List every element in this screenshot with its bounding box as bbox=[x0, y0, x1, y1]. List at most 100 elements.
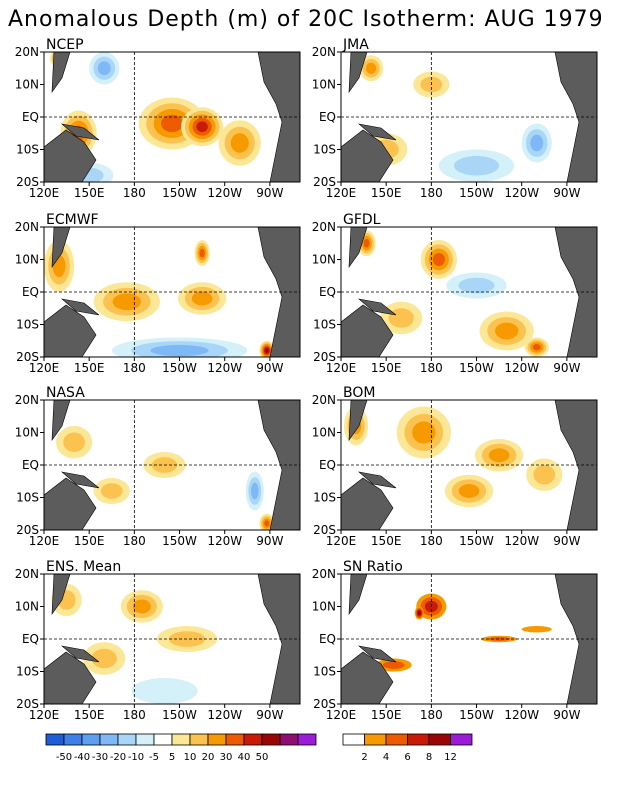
anomaly-contour bbox=[132, 599, 151, 614]
colorbar-tick-label: 12 bbox=[444, 752, 457, 763]
anomaly-contour bbox=[168, 631, 206, 647]
x-tick-label: 90W bbox=[256, 534, 283, 548]
colorbar-tick-label: 10 bbox=[184, 752, 197, 763]
y-tick-label: EQ bbox=[22, 458, 39, 472]
x-tick-label: 120W bbox=[504, 361, 539, 375]
y-tick-label: 20S bbox=[313, 175, 336, 189]
anomaly-contour bbox=[363, 238, 370, 248]
anomaly-field bbox=[341, 400, 597, 530]
colorbar-box bbox=[407, 733, 430, 746]
colorbar-box bbox=[189, 733, 209, 746]
x-tick-label: 150E bbox=[371, 534, 402, 548]
y-tick-label: EQ bbox=[319, 110, 336, 124]
colorbar-box bbox=[99, 733, 119, 746]
colorbar-box bbox=[225, 733, 245, 746]
anomaly-contour bbox=[112, 293, 142, 311]
colorbar-tick-label: -30 bbox=[92, 752, 108, 763]
anomaly-contour bbox=[265, 348, 269, 353]
colorbar-box bbox=[45, 733, 65, 746]
x-tick-label: 120E bbox=[29, 361, 60, 375]
y-tick-label: 20N bbox=[15, 567, 39, 581]
y-tick-label: EQ bbox=[319, 285, 336, 299]
colorbar-box bbox=[297, 733, 317, 746]
new-guinea-land bbox=[60, 298, 100, 316]
anomaly-contour bbox=[488, 448, 510, 463]
panel-title: NCEP bbox=[46, 37, 84, 53]
americas-land bbox=[554, 52, 597, 182]
colorbar-tick-label: -20 bbox=[110, 752, 126, 763]
anomaly-field bbox=[341, 574, 597, 704]
x-tick-label: 120E bbox=[29, 186, 60, 200]
colorbar-tick-label: 5 bbox=[169, 752, 175, 763]
y-tick-label: 20S bbox=[16, 350, 39, 364]
panel-title: SN Ratio bbox=[343, 559, 403, 575]
colorbar-box bbox=[342, 733, 365, 746]
x-tick-label: 120E bbox=[326, 186, 357, 200]
colorbar-tick-label: 30 bbox=[220, 752, 233, 763]
x-tick-label: 90W bbox=[256, 708, 283, 722]
x-tick-label: 150E bbox=[371, 186, 402, 200]
y-tick-label: 20S bbox=[16, 697, 39, 711]
anomaly-contour bbox=[532, 344, 541, 351]
new-guinea-land bbox=[357, 471, 397, 489]
americas-land bbox=[257, 227, 300, 357]
y-tick-label: 10N bbox=[312, 78, 336, 92]
americas-land bbox=[257, 52, 300, 182]
y-tick-label: 20S bbox=[313, 350, 336, 364]
anomaly-field bbox=[44, 400, 300, 530]
anomaly-contour bbox=[230, 133, 249, 153]
philippines-land bbox=[51, 52, 71, 94]
americas-land bbox=[554, 400, 597, 530]
anomaly-field bbox=[341, 227, 597, 357]
philippines-land bbox=[348, 574, 368, 616]
y-tick-label: 10N bbox=[15, 600, 39, 614]
x-tick-label: 150W bbox=[162, 534, 197, 548]
y-tick-label: 20S bbox=[313, 697, 336, 711]
colorbar-tick-label: 20 bbox=[202, 752, 215, 763]
x-tick-label: 120W bbox=[207, 708, 242, 722]
panel-title: GFDL bbox=[343, 212, 381, 228]
anomaly-contour bbox=[250, 482, 259, 500]
y-tick-label: 10N bbox=[312, 253, 336, 267]
australia-land bbox=[44, 651, 97, 704]
x-tick-label: 90W bbox=[553, 708, 580, 722]
australia-land bbox=[341, 129, 394, 182]
depth-colorbar: -50 -40 -30 -20 -10 -5 5 10 20 30 40 50 bbox=[45, 733, 317, 763]
y-tick-label: 10N bbox=[15, 78, 39, 92]
y-tick-label: EQ bbox=[22, 285, 39, 299]
x-tick-label: 150E bbox=[74, 361, 105, 375]
americas-land bbox=[257, 400, 300, 530]
panel-title: ENS. Mean bbox=[46, 559, 121, 575]
y-tick-label: 20S bbox=[313, 523, 336, 537]
x-tick-label: 120W bbox=[207, 361, 242, 375]
x-tick-label: 150W bbox=[459, 361, 494, 375]
colorbar-tick-label: 2 bbox=[361, 752, 367, 763]
x-tick-label: 90W bbox=[553, 534, 580, 548]
x-tick-label: 90W bbox=[553, 186, 580, 200]
x-tick-label: 150W bbox=[162, 186, 197, 200]
anomaly-contour bbox=[530, 134, 544, 152]
y-tick-label: 20S bbox=[16, 175, 39, 189]
philippines-land bbox=[51, 574, 71, 616]
x-tick-label: 150E bbox=[74, 708, 105, 722]
panel-title: BOM bbox=[343, 385, 375, 401]
x-tick-label: 150W bbox=[162, 708, 197, 722]
colorbar-tick-label: 50 bbox=[256, 752, 269, 763]
y-tick-label: 20S bbox=[16, 523, 39, 537]
colorbar-tick-label: 8 bbox=[426, 752, 432, 763]
anomaly-contour bbox=[521, 626, 552, 633]
y-tick-label: 10S bbox=[16, 665, 39, 679]
panel-title: JMA bbox=[342, 37, 369, 53]
anomaly-contour bbox=[488, 637, 510, 641]
y-tick-label: 10N bbox=[312, 426, 336, 440]
